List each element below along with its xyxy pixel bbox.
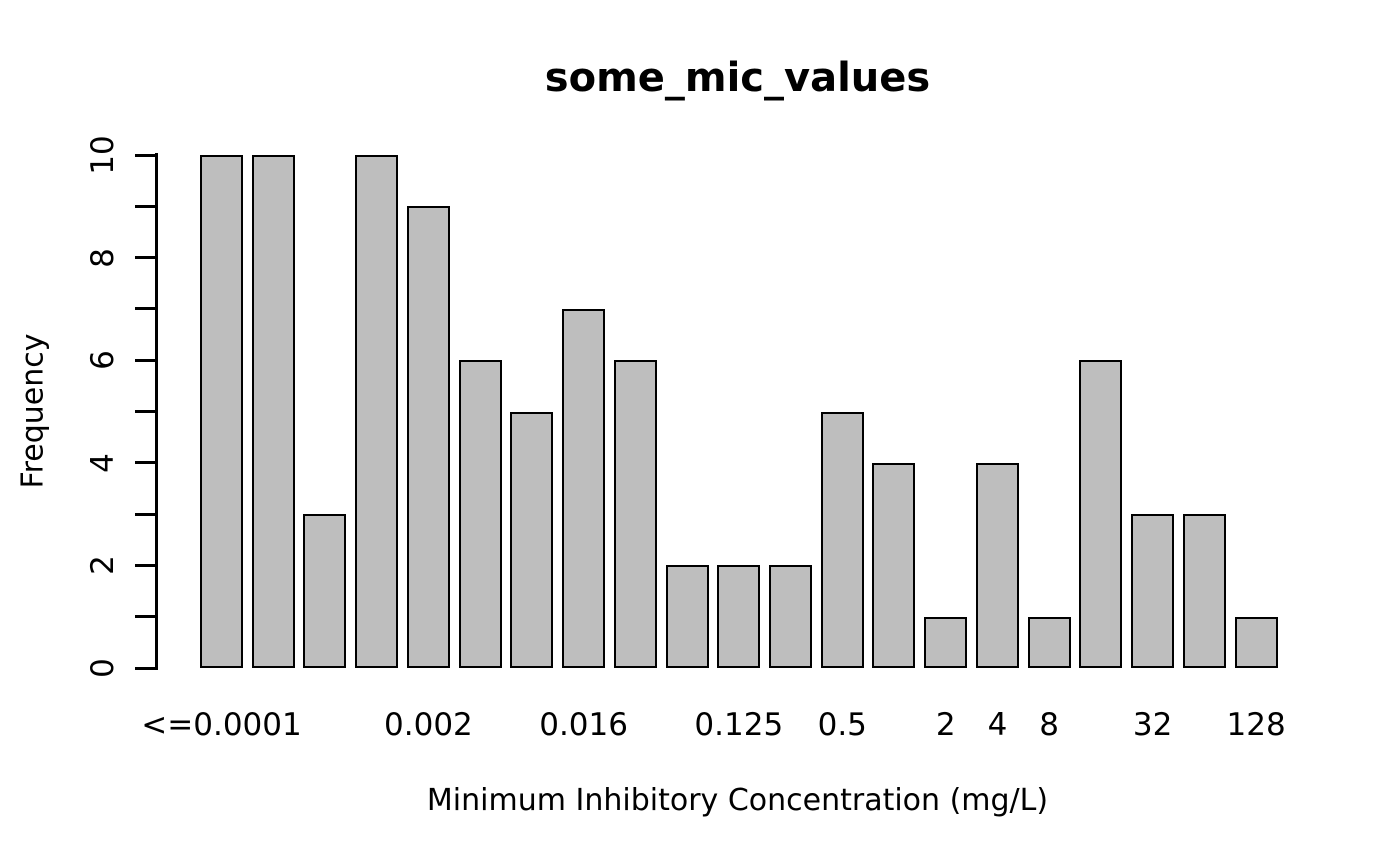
histogram-bar: [1182, 514, 1226, 668]
chart-title: some_mic_values: [544, 55, 931, 101]
histogram-bar: [251, 155, 295, 668]
histogram-bar: [924, 616, 968, 668]
y-tick: [135, 256, 155, 260]
x-tick-label: 8: [1039, 707, 1060, 743]
histogram-bar: [1027, 616, 1071, 668]
y-axis-title: Frequency: [15, 333, 51, 489]
histogram-bar: [562, 308, 606, 668]
y-tick: [135, 410, 155, 413]
histogram-bar: [769, 565, 813, 668]
y-tick-label: 2: [85, 555, 121, 576]
y-tick: [135, 461, 155, 465]
histogram-bar: [1079, 360, 1123, 668]
histogram-bar: [613, 360, 657, 668]
y-tick-label: 0: [85, 658, 121, 678]
y-tick-label: 4: [85, 452, 121, 473]
x-tick-label: <=0.0001: [141, 707, 302, 743]
y-tick: [135, 204, 155, 208]
histogram-bar: [872, 462, 916, 668]
y-tick-label: 10: [85, 135, 121, 175]
x-axis-title: Minimum Inhibitory Concentration (mg/L): [426, 783, 1049, 818]
y-tick: [135, 153, 155, 157]
histogram-bar: [975, 462, 1019, 668]
histogram-bar: [717, 565, 761, 668]
x-tick-label: 32: [1132, 707, 1173, 743]
y-tick: [135, 358, 155, 362]
x-tick-label: 0.016: [539, 707, 628, 743]
histogram-bar: [1131, 514, 1175, 668]
y-tick: [135, 307, 155, 311]
x-tick-label: 2: [935, 707, 956, 743]
y-tick: [135, 666, 155, 670]
y-tick: [135, 563, 155, 567]
y-axis-line: [155, 153, 158, 670]
histogram-bar: [355, 155, 399, 668]
histogram-bar: [820, 411, 864, 668]
y-tick: [135, 512, 155, 516]
x-tick-label: 0.002: [384, 707, 473, 743]
histogram-bar: [406, 206, 450, 668]
x-tick-label: 4: [987, 707, 1008, 743]
histogram-bar: [665, 565, 709, 668]
histogram-bar: [303, 514, 347, 668]
y-tick-label: 6: [85, 350, 121, 371]
histogram-bar: [458, 360, 502, 668]
x-tick-label: 0.5: [817, 707, 867, 743]
histogram-bar: [200, 155, 243, 668]
x-tick-label: 128: [1226, 707, 1286, 743]
x-tick-label: 0.125: [694, 707, 784, 743]
y-tick-label: 8: [85, 247, 121, 268]
histogram-bar: [510, 411, 554, 668]
histogram-bar: [1234, 616, 1278, 668]
y-tick: [135, 615, 155, 619]
